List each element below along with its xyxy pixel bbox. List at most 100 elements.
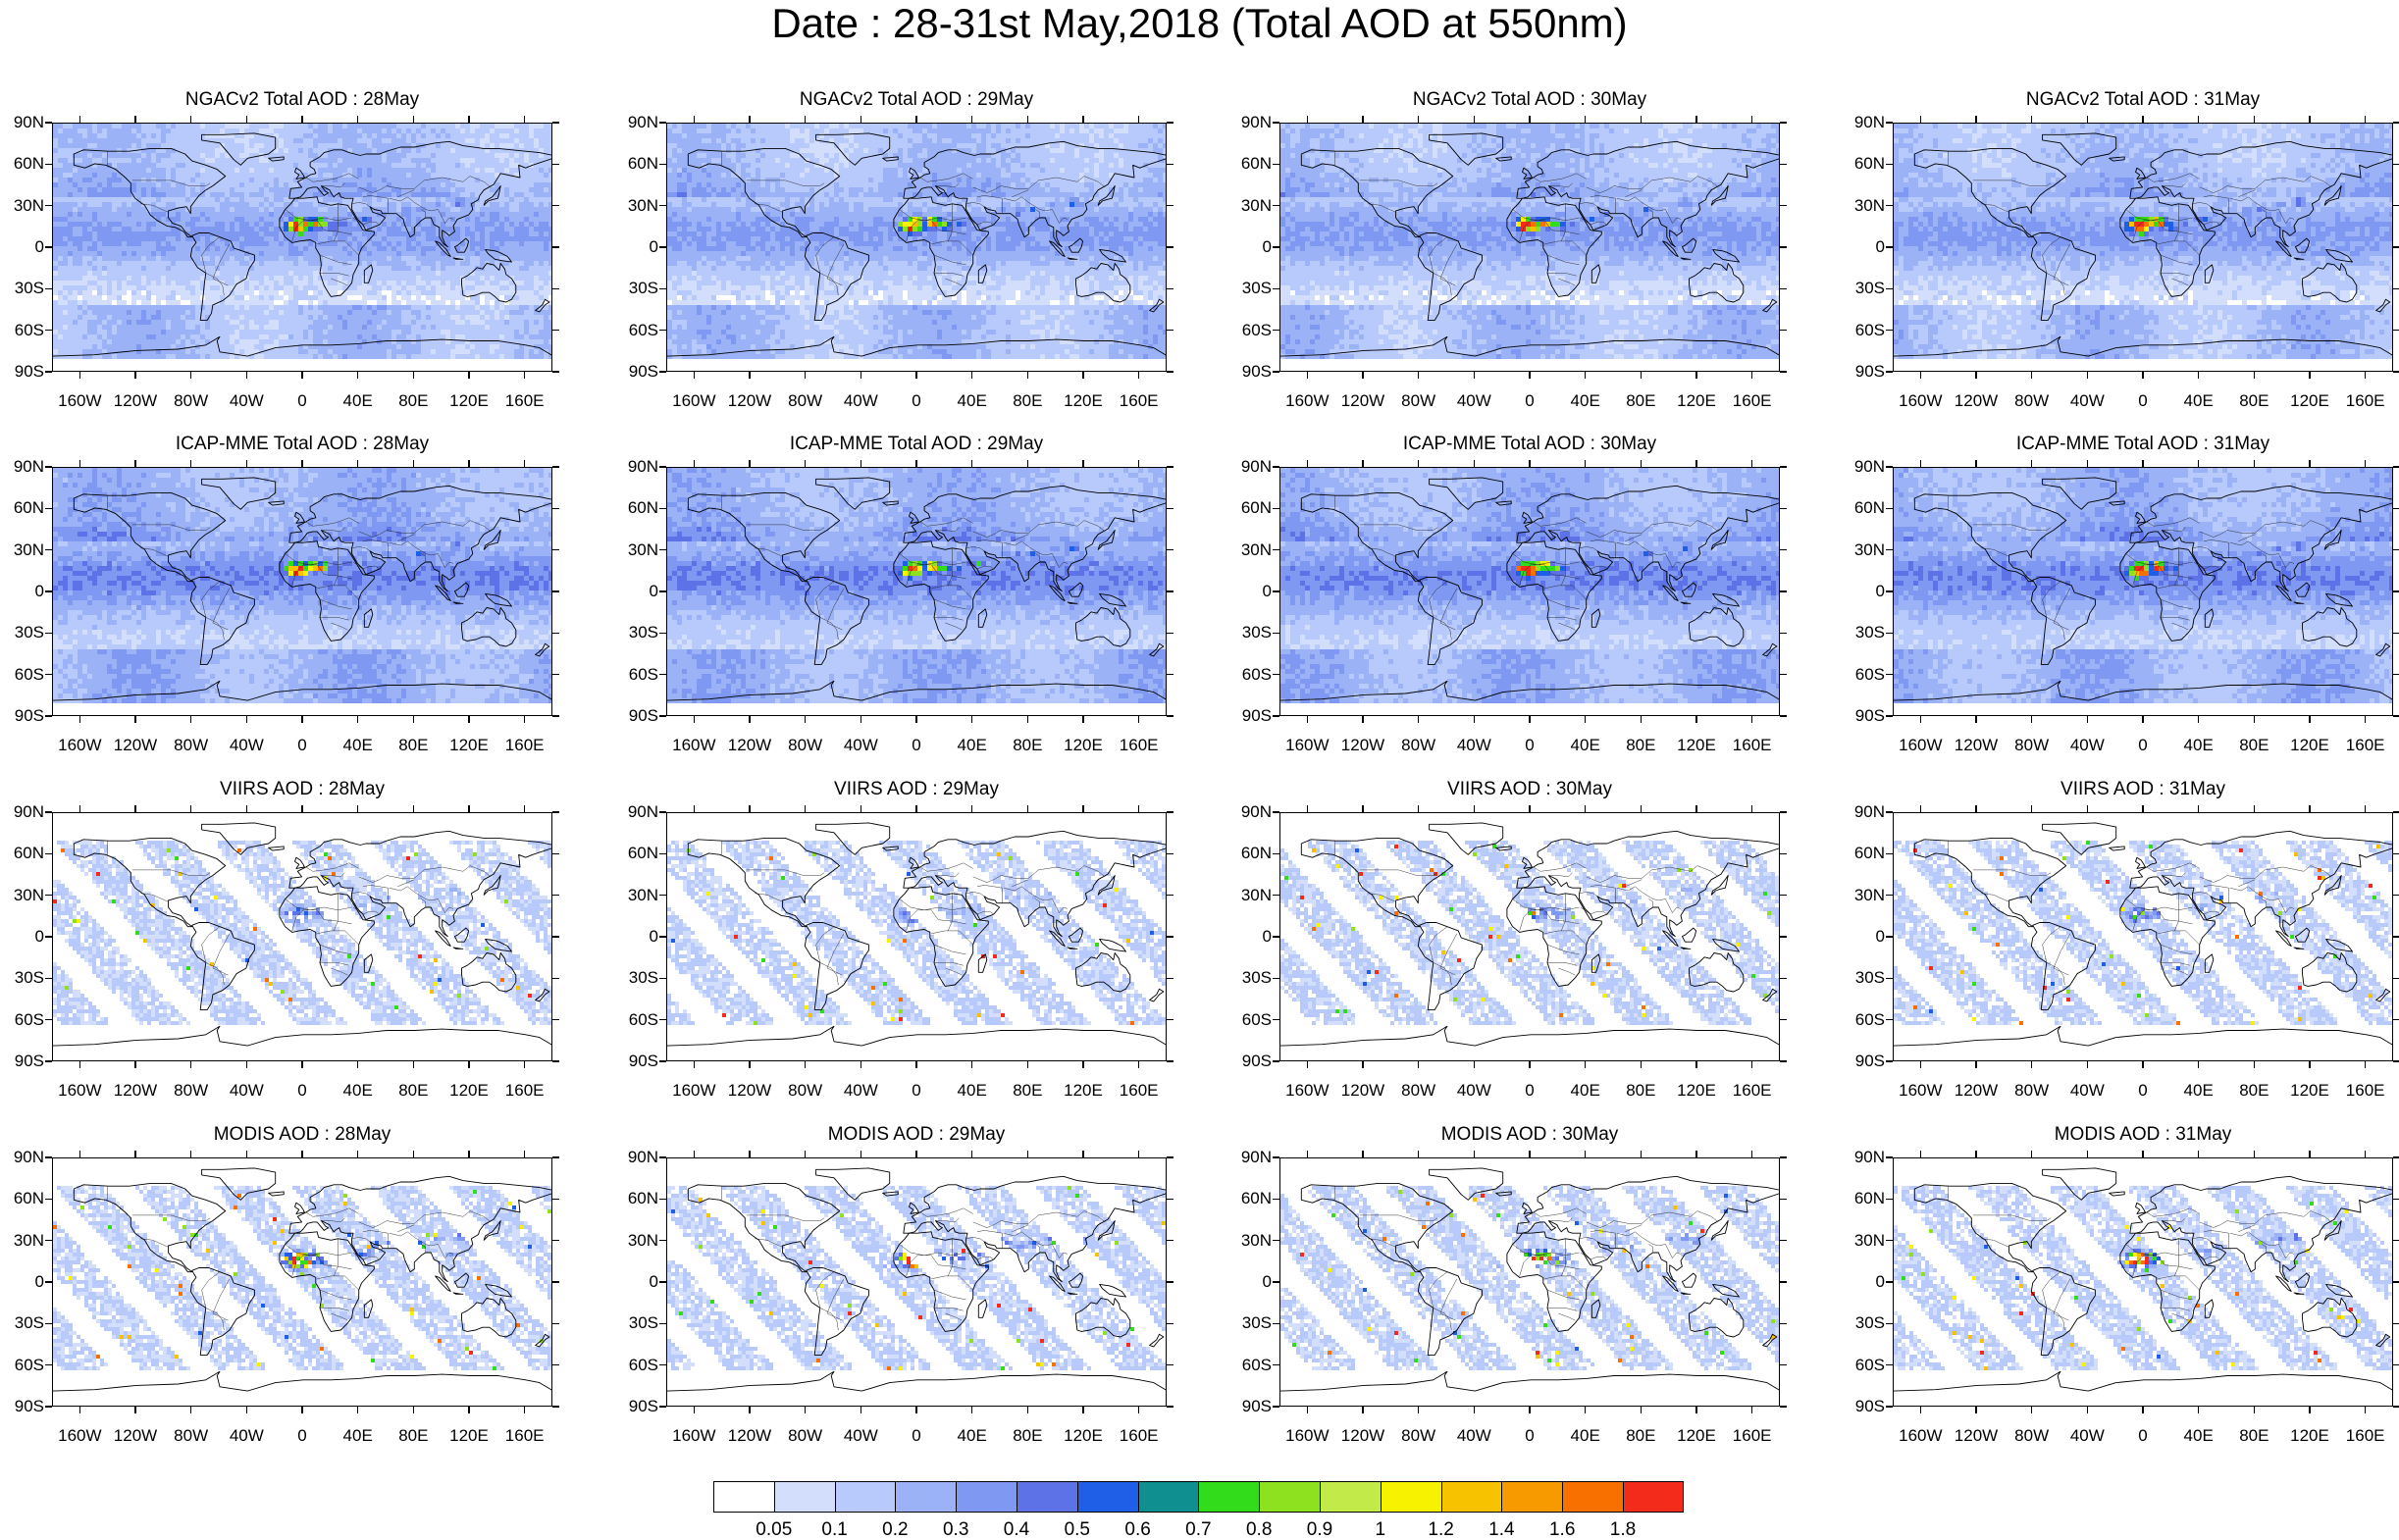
lat-tick — [45, 122, 52, 123]
lat-tick — [1167, 1060, 1173, 1061]
lon-tick — [79, 116, 80, 123]
lon-tick — [1751, 1151, 1752, 1157]
lon-tick — [1307, 372, 1308, 379]
lon-tick — [805, 1151, 806, 1157]
lon-tick — [2254, 716, 2255, 723]
lon-tick-label: 40W — [844, 392, 878, 410]
lon-tick — [134, 716, 135, 723]
colorbar-swatch — [713, 1481, 774, 1513]
lon-tick-label: 120E — [2290, 392, 2329, 410]
lon-tick — [524, 1407, 525, 1413]
lat-tick-label: 60S — [15, 322, 44, 339]
lon-tick — [915, 372, 916, 379]
lon-tick — [1585, 460, 1586, 467]
lon-tick — [1529, 460, 1530, 467]
lon-tick — [2365, 805, 2366, 812]
lon-tick — [1362, 1407, 1363, 1413]
lat-tick-label: 90N — [1854, 803, 1885, 821]
lon-tick — [1529, 1407, 1530, 1413]
lon-tick — [2142, 116, 2143, 123]
lat-tick — [552, 330, 559, 331]
lon-tick — [301, 716, 302, 723]
lat-tick — [1780, 466, 1787, 467]
lon-tick — [1307, 116, 1308, 123]
lat-tick-label: 90N — [628, 803, 658, 821]
lat-tick — [1886, 330, 1893, 331]
lon-tick-label: 160E — [1120, 392, 1159, 410]
lon-tick — [357, 1151, 358, 1157]
colorbar-label: 1 — [1376, 1520, 1386, 1540]
lat-tick — [1886, 978, 1893, 979]
lat-tick — [1273, 674, 1279, 675]
lat-tick-label: 30S — [629, 969, 658, 987]
lon-tick — [2365, 460, 2366, 467]
lat-tick — [552, 1156, 559, 1157]
lon-tick — [1082, 1407, 1083, 1413]
lon-tick — [2254, 372, 2255, 379]
lat-tick-label: 90N — [628, 458, 658, 476]
lon-tick — [2365, 716, 2366, 723]
lon-tick — [749, 460, 750, 467]
lat-tick — [659, 1199, 666, 1200]
lat-tick — [1886, 205, 1893, 206]
lat-tick-label: 60N — [1854, 845, 1885, 862]
lat-tick — [2393, 1199, 2399, 1200]
lon-tick — [1474, 716, 1475, 723]
lon-tick-label: 160W — [58, 1082, 101, 1100]
lat-tick — [45, 1240, 52, 1241]
lat-tick-label: 30S — [1855, 1314, 1885, 1332]
lat-tick-label: 30N — [1854, 1232, 1885, 1250]
lon-tick-label: 120W — [1955, 737, 1998, 754]
lon-tick — [2198, 372, 2199, 379]
lon-tick — [1082, 1151, 1083, 1157]
lat-tick — [1273, 633, 1279, 634]
lon-tick-label: 80E — [1626, 1082, 1655, 1100]
lat-tick-label: 90N — [1854, 1149, 1885, 1166]
lat-tick — [2393, 288, 2399, 289]
lon-tick-label: 160E — [505, 1427, 545, 1445]
lon-tick — [357, 1061, 358, 1068]
lat-tick — [1167, 1406, 1173, 1407]
lat-tick — [1780, 164, 1787, 165]
lon-tick — [1585, 805, 1586, 812]
lon-tick-label: 40E — [1571, 1427, 1600, 1445]
lat-tick — [1886, 1019, 1893, 1020]
lon-tick — [2031, 1407, 2032, 1413]
lat-tick — [2393, 205, 2399, 206]
lat-tick-label: 30N — [1854, 887, 1885, 904]
lat-tick-label: 30N — [1241, 1232, 1272, 1250]
lat-tick — [1167, 508, 1173, 509]
lon-tick — [805, 805, 806, 812]
lon-tick — [2254, 805, 2255, 812]
lon-tick — [1585, 1151, 1586, 1157]
lat-tick-label: 60N — [1854, 499, 1885, 517]
lon-tick — [413, 716, 414, 723]
lat-tick — [2393, 590, 2399, 591]
lat-tick — [552, 1406, 559, 1407]
lon-tick — [1362, 716, 1363, 723]
lon-tick-label: 160W — [1899, 392, 1942, 410]
lat-tick — [45, 508, 52, 509]
lat-tick — [1273, 549, 1279, 550]
lon-tick-label: 120W — [1341, 737, 1384, 754]
colorbar-label: 0.9 — [1307, 1520, 1332, 1540]
lon-tick-label: 80W — [2014, 1082, 2049, 1100]
lon-tick-label: 120E — [1064, 392, 1103, 410]
lon-tick-label: 160E — [1733, 1427, 1772, 1445]
map-frame — [52, 1157, 552, 1407]
lon-tick-label: 120W — [728, 392, 771, 410]
panel-title: NGACv2 Total AOD : 29May — [607, 90, 1226, 110]
lon-tick-label: 80W — [788, 1082, 822, 1100]
lat-tick — [1273, 978, 1279, 979]
lon-tick — [2309, 372, 2310, 379]
lat-tick — [1167, 1156, 1173, 1157]
lat-tick — [1167, 590, 1173, 591]
lon-tick-label: 0 — [912, 1427, 920, 1445]
lat-tick — [552, 508, 559, 509]
aod-map — [53, 468, 552, 716]
lat-tick-label: 90S — [1855, 1052, 1885, 1070]
